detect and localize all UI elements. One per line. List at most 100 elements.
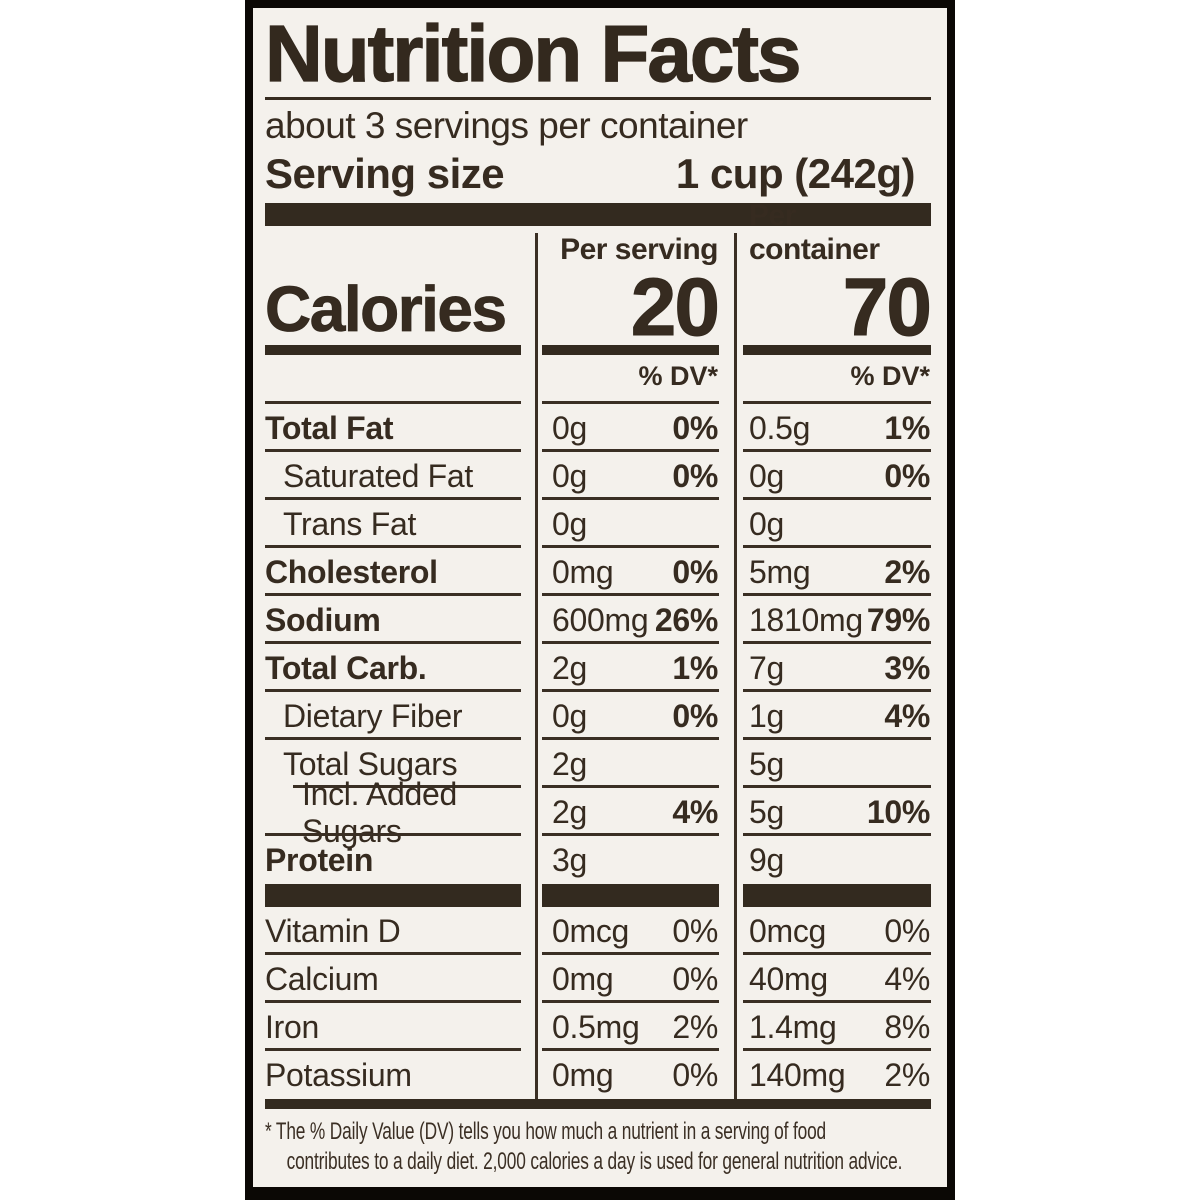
amount-per-serving: 2g — [552, 745, 587, 782]
separator — [542, 785, 719, 788]
servings-per-container: about 3 servings per container — [265, 105, 748, 146]
vitamin-row-calcium: Calcium 0mg 0% 40mg 4% — [265, 955, 931, 1003]
separator — [542, 1048, 719, 1051]
separator — [542, 689, 719, 692]
calories-per-serving: 20 — [630, 261, 720, 353]
separator — [743, 449, 931, 452]
separator — [743, 952, 931, 955]
nutrient-row-added-sugars: Incl. Added Sugars 2g 4% 5g 10% — [265, 776, 931, 849]
dv-per-serving: 26% — [654, 601, 718, 638]
column-divider-1 — [535, 233, 538, 1099]
amount-per-serving: 0.5mg — [552, 1008, 640, 1045]
serving-size-bar — [265, 203, 931, 226]
nutrient-name: Protein — [265, 842, 374, 878]
dv-per-serving: 0% — [672, 457, 718, 494]
amount-per-container: 0mcg — [749, 912, 827, 949]
separator — [293, 785, 521, 788]
underline-segment — [743, 345, 931, 355]
dv-per-serving: 0% — [672, 553, 718, 590]
dv-per-serving: 0% — [672, 960, 718, 997]
separator — [265, 689, 521, 692]
vitamin-row-iron: Iron 0.5mg 2% 1.4mg 8% — [265, 1003, 931, 1051]
underline-segment — [542, 345, 719, 355]
separator — [542, 737, 719, 740]
dv-per-container: 4% — [884, 960, 930, 997]
nutrient-row-protein: Protein 3g 9g — [265, 836, 931, 884]
dv-per-serving: 1% — [672, 649, 718, 686]
calories-label: Calories — [265, 273, 508, 345]
calories-per-container: 70 — [842, 261, 932, 353]
underline-segment — [265, 345, 521, 355]
separator — [265, 1048, 521, 1051]
dv-header-per-serving: % DV* — [638, 361, 718, 391]
amount-per-container: 5g — [749, 793, 784, 830]
nutrient-row-cholesterol: Cholesterol 0mg 0% 5mg 2% — [265, 548, 931, 596]
separator — [542, 641, 719, 644]
dv-per-container: 1% — [884, 409, 930, 446]
amount-per-serving: 0mg — [552, 553, 614, 590]
amount-per-container: 0g — [749, 457, 784, 494]
amount-per-serving: 0g — [552, 697, 587, 734]
separator — [265, 545, 521, 548]
amount-per-container: 40mg — [749, 960, 828, 997]
dv-per-serving: 4% — [672, 793, 718, 830]
dv-per-serving: 0% — [672, 697, 718, 734]
amount-per-serving: 0mg — [552, 960, 614, 997]
footnote-bar — [265, 1099, 931, 1109]
amount-per-container: 140mg — [749, 1056, 846, 1093]
vitamin-name: Calcium — [265, 961, 379, 997]
amount-per-container: 9g — [749, 841, 784, 878]
serving-size-value: 1 cup (242g) — [675, 150, 916, 197]
separator — [542, 497, 719, 500]
label-paper: Nutrition Facts about 3 servings per con… — [253, 8, 947, 1187]
amount-per-container: 5g — [749, 745, 784, 782]
dv-per-container: 0% — [884, 912, 930, 949]
nutrient-name: Total Fat — [265, 410, 394, 446]
nutrient-name: Saturated Fat — [283, 458, 473, 494]
vitamin-row-potassium: Potassium 0mg 0% 140mg 2% — [265, 1051, 931, 1099]
separator — [743, 641, 931, 644]
serving-size-label: Serving size — [265, 150, 505, 197]
separator — [542, 401, 719, 404]
amount-per-serving: 0mg — [552, 1056, 614, 1093]
separator — [743, 593, 931, 596]
separator — [265, 641, 521, 644]
dv-per-serving: 0% — [672, 409, 718, 446]
separator — [743, 833, 931, 836]
serving-size-row: Serving size 1 cup (242g) — [265, 150, 931, 198]
nutrition-table: Per serving Per container Calories 20 70… — [265, 199, 933, 1099]
nutrient-row-total-carb: Total Carb. 2g 1% 7g 3% — [265, 644, 931, 692]
daily-value-header-row: % DV* % DV* — [265, 355, 931, 404]
separator — [542, 545, 719, 548]
nutrition-facts-label: Nutrition Facts about 3 servings per con… — [245, 0, 955, 1200]
separator — [265, 737, 521, 740]
nutrient-row-sodium: Sodium 600mg 26% 1810mg 79% — [265, 596, 931, 644]
label-title: Nutrition Facts — [264, 9, 802, 98]
calories-row: Calories 20 70 — [265, 261, 933, 353]
dv-per-container: 0% — [884, 457, 930, 494]
per-container-header: Per container — [749, 199, 880, 266]
dv-per-serving: 0% — [672, 1056, 718, 1093]
bar-segment — [542, 884, 719, 907]
dv-per-serving: 0% — [672, 912, 718, 949]
separator — [265, 401, 521, 404]
amount-per-serving: 0g — [552, 409, 587, 446]
separator — [743, 689, 931, 692]
amount-per-container: 1810mg — [749, 601, 863, 638]
separator — [542, 833, 719, 836]
vitamin-row-vitamin-d: Vitamin D 0mcg 0% 0mcg 0% — [265, 907, 931, 955]
calories-underline — [265, 345, 931, 355]
amount-per-serving: 3g — [552, 841, 587, 878]
amount-per-serving: 0g — [552, 457, 587, 494]
nutrient-row-total-fat: Total Fat 0g 0% 0.5g 1% — [265, 404, 931, 452]
nutrient-row-trans-fat: Trans Fat 0g 0g — [265, 500, 931, 548]
amount-per-serving: 2g — [552, 649, 587, 686]
amount-per-container: 1g — [749, 697, 784, 734]
dv-per-container: 79% — [866, 601, 930, 638]
separator — [265, 449, 521, 452]
amount-per-container: 5mg — [749, 553, 811, 590]
footnote-line-2: contributes to a daily diet. 2,000 calor… — [286, 1148, 903, 1175]
separator — [743, 1000, 931, 1003]
amount-per-container: 1.4mg — [749, 1008, 837, 1045]
